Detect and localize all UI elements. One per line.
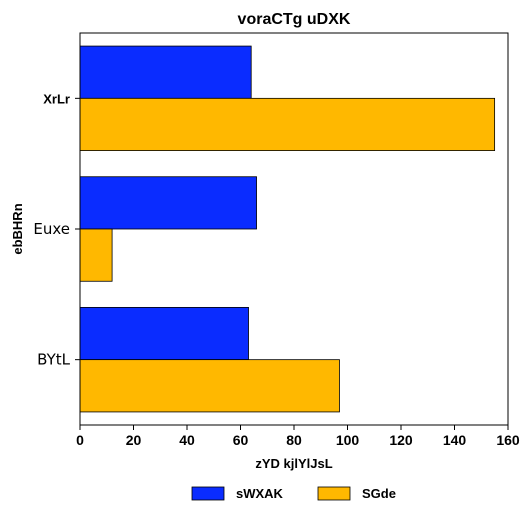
legend-swatch-sWXAK	[191, 486, 225, 501]
legend-label-SGde: SGde	[362, 486, 396, 501]
bar-sWXAK-Euxe	[79, 176, 257, 230]
x-tick-label: 20	[126, 432, 142, 448]
chart-title: voraCTg uDXK	[238, 11, 351, 28]
x-axis-ticks: 0 20 40 60 80 100 120 140 160	[76, 425, 520, 448]
legend: sWXAK SGde	[191, 486, 396, 501]
x-tick-label: 60	[233, 432, 249, 448]
y-axis-label: ebBHRn	[10, 203, 25, 254]
bar-sWXAK-BYtL	[79, 306, 249, 361]
bars-group	[79, 45, 496, 413]
bar-SGde-XrLr	[79, 97, 496, 152]
x-tick-label: 0	[76, 432, 84, 448]
y-category-label: BYtL	[37, 351, 71, 369]
x-axis-label: zYD kjlYlJsL	[255, 456, 332, 471]
y-category-label: XrLr	[43, 91, 70, 106]
x-tick-label: 100	[336, 432, 360, 448]
x-tick-label: 80	[286, 432, 302, 448]
x-tick-label: 160	[496, 432, 520, 448]
legend-label-sWXAK: sWXAK	[236, 486, 284, 501]
bar-sWXAK-XrLr	[79, 45, 252, 99]
x-tick-label: 40	[179, 432, 195, 448]
x-tick-label: 120	[389, 432, 413, 448]
bar-SGde-Euxe	[79, 228, 113, 282]
x-tick-label: 140	[443, 432, 467, 448]
y-axis-category-labels: XrLr Euxe BYtL	[33, 91, 80, 369]
bar-SGde-BYtL	[79, 359, 340, 413]
legend-swatch-SGde	[317, 486, 351, 501]
y-category-label: Euxe	[33, 220, 70, 238]
